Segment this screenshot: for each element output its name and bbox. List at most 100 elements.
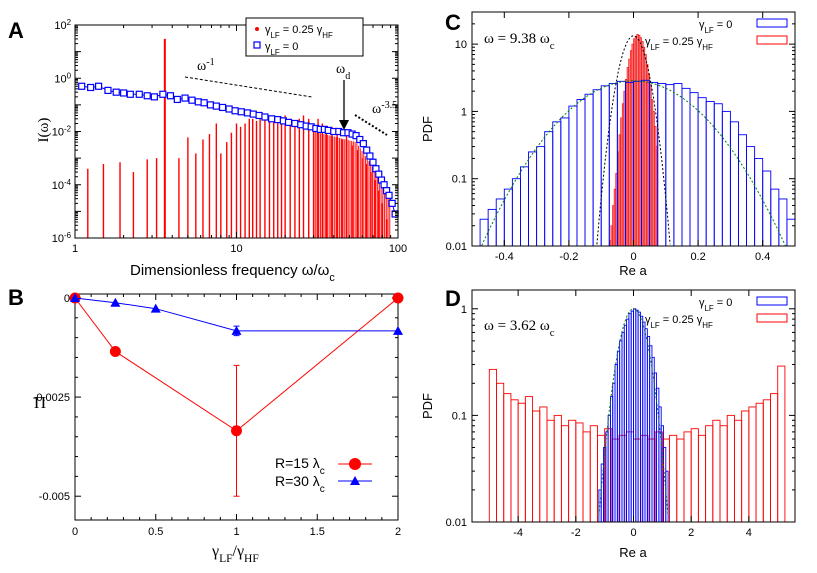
histogram-bar-outline (719, 425, 728, 523)
y-tick-label: 10-4 (52, 177, 72, 192)
data-point-triangle (231, 325, 242, 335)
data-point-square (261, 113, 269, 121)
y-tick-label: 1 (461, 106, 467, 118)
x-tick-label: 1 (233, 526, 239, 538)
data-point-square (206, 101, 215, 109)
y-tick-label-part: 10 (54, 73, 66, 85)
histogram-bar-outline (754, 157, 764, 247)
annotation-omega-d: ωd (336, 62, 350, 82)
data-point-square (166, 92, 175, 100)
data-point-square (120, 89, 128, 97)
annotation-omega-minus-3-5-part: ω (372, 102, 381, 117)
y-tick-label-part: -2 (64, 124, 71, 133)
legend-label-gamma-zero: γLF = 0 (699, 19, 732, 35)
gaussian-fit-curve (598, 308, 669, 516)
legend-label-r30-part: R=30 λ (275, 473, 320, 489)
data-point-square (352, 132, 360, 140)
legend-label-gamma-zero: γLF = 0 (265, 41, 298, 57)
y-axis-label: PDF (420, 116, 435, 142)
x-tick-label: 2 (395, 526, 401, 538)
legend-label-gamma-zero-part: γ (265, 41, 271, 53)
histogram-bar-outline (633, 438, 642, 523)
histogram-bar-outline (786, 218, 796, 247)
panel-letter-b: B (8, 285, 24, 310)
data-point-square (200, 99, 208, 107)
legend-box (245, 17, 364, 57)
histogram-bar-outline (625, 431, 634, 523)
legend-label-gamma-zero-part: γ (699, 297, 705, 309)
histogram-bar-outline (689, 92, 699, 247)
gaussian-fit-curve (481, 80, 786, 246)
legend-marker-r15 (349, 458, 361, 470)
histogram-bar-outline (576, 99, 586, 247)
x-tick-label: 10 (230, 243, 242, 255)
legend-label-gamma-0-25-part: γ (645, 36, 651, 48)
histogram-bar-outline (705, 425, 714, 523)
histogram-bar-outline (746, 146, 756, 247)
y-tick-label-part: -4 (64, 177, 72, 186)
x-tick-label: 0 (630, 527, 636, 539)
data-point-square (87, 83, 95, 92)
histogram-bar-outline (738, 134, 747, 247)
histogram-bar-outline (770, 393, 779, 523)
data-point-square (225, 105, 233, 113)
x-axis-label-part: c (329, 272, 335, 284)
legend-label-gamma-0-25-part: HF (702, 321, 713, 330)
y-tick-label: 1 (461, 304, 467, 316)
histogram-bar-outline (733, 419, 743, 523)
legend-label-gamma-0-25-part: = 0.25 γ (660, 314, 703, 326)
y-tick-label-part: 2 (67, 18, 71, 27)
data-point-square (126, 90, 134, 98)
histogram-bar-outline (568, 105, 578, 247)
panel-letter-c: C (445, 10, 461, 35)
histogram-bar-outline (510, 399, 519, 523)
omega-d-arrow-head (339, 120, 349, 130)
data-point-square (112, 88, 120, 96)
y-tick-label-part: 10 (54, 20, 66, 32)
data-point-square (375, 170, 383, 178)
legend-label-gamma-0-25-part: HF (322, 31, 333, 40)
histogram-bar-outline (496, 382, 505, 523)
histogram-bar-outline (741, 410, 750, 523)
legend-label-gamma-zero-part: = 0 (714, 19, 733, 31)
legend-label-gamma-zero-part: = 0 (714, 297, 733, 309)
data-point-square (359, 140, 367, 148)
histogram-bar-outline (582, 431, 591, 523)
data-point-square (268, 115, 276, 123)
x-axis-label-part: LF (219, 553, 232, 565)
legend-label-r15-part: c (320, 466, 325, 477)
annotation-omega-d-part: ω (336, 62, 345, 77)
data-point-square (194, 98, 202, 106)
series-line-r15 (74, 297, 399, 432)
histogram-bar-outline (640, 434, 649, 523)
data-point-square (385, 191, 393, 199)
histogram-bar-outline (546, 419, 555, 523)
annotation-omega-minus-one-part: ω (197, 59, 206, 74)
data-point-square (291, 119, 299, 128)
histogram-bar-outline (729, 121, 739, 247)
histogram-bar-outline (488, 368, 497, 523)
data-point-square (212, 102, 220, 110)
y-tick-label-part: 10 (52, 180, 64, 192)
x-axis-label-part: Dimensionless frequency (130, 262, 302, 279)
legend-label-gamma-0-25-part: γ (645, 314, 651, 326)
histogram-bar-outline (676, 438, 685, 523)
y-tick-label: 0.01 (446, 241, 467, 253)
x-axis-label: Re a (619, 545, 647, 560)
y-tick-label: -0.005 (39, 491, 70, 503)
x-tick-label: -0.2 (559, 251, 578, 263)
data-point-square (218, 103, 227, 112)
data-point-square (94, 82, 103, 90)
histogram-bar-outline (589, 425, 598, 523)
legend-label-r15: R=15 λc (275, 455, 325, 477)
data-point-square (231, 107, 239, 115)
histogram-bar-outline (536, 146, 546, 247)
plot-title: ω = 9.38 ωc (484, 31, 555, 52)
legend-label-gamma-0-25-part: HF (702, 43, 713, 52)
x-tick-label: 0.2 (690, 251, 705, 263)
legend-label-gamma-zero-part: γ (699, 19, 705, 31)
data-point-square (388, 199, 396, 207)
histogram-bar-outline (657, 83, 667, 247)
histogram-bar-outline (712, 419, 721, 523)
x-tick-label: 4 (746, 527, 752, 539)
